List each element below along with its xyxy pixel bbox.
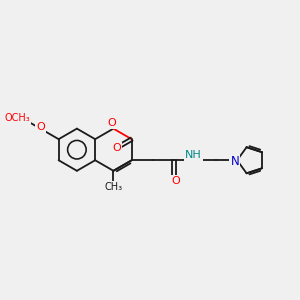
Text: N: N xyxy=(230,155,239,168)
Text: O: O xyxy=(112,143,121,153)
Text: NH: NH xyxy=(185,150,202,160)
Text: O: O xyxy=(36,122,45,132)
Text: OCH₃: OCH₃ xyxy=(5,113,31,123)
Text: O: O xyxy=(171,176,180,186)
Text: CH₃: CH₃ xyxy=(104,182,122,192)
Text: O: O xyxy=(108,118,116,128)
